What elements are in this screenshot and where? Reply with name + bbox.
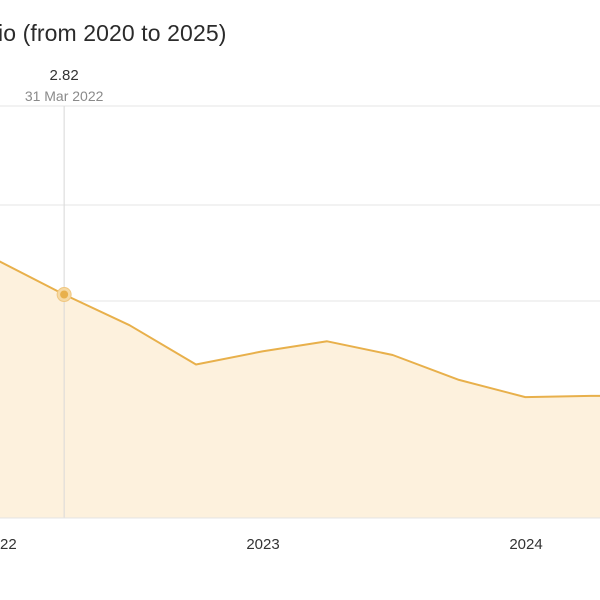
x-tick-label-2022: 2022 — [0, 536, 17, 553]
data-point-5[interactable] — [324, 338, 330, 344]
series-area-fill — [0, 261, 600, 518]
data-point-4[interactable] — [259, 348, 265, 354]
x-axis-ticks: 2022 2023 2024 — [0, 536, 543, 553]
hover-point[interactable] — [60, 290, 69, 299]
data-point-2[interactable] — [127, 322, 133, 328]
chart-title: io (from 2020 to 2025) — [0, 20, 227, 46]
x-tick-label-2023: 2023 — [246, 536, 279, 553]
data-point-6[interactable] — [390, 352, 396, 358]
x-tick-label-2024: 2024 — [509, 536, 542, 553]
tooltip-date: 31 Mar 2022 — [25, 88, 104, 104]
data-point-8[interactable] — [522, 394, 528, 400]
data-point-7[interactable] — [456, 377, 462, 383]
tooltip-value: 2.82 — [50, 67, 79, 84]
data-point-9[interactable] — [588, 393, 594, 399]
data-point-3[interactable] — [193, 361, 199, 367]
